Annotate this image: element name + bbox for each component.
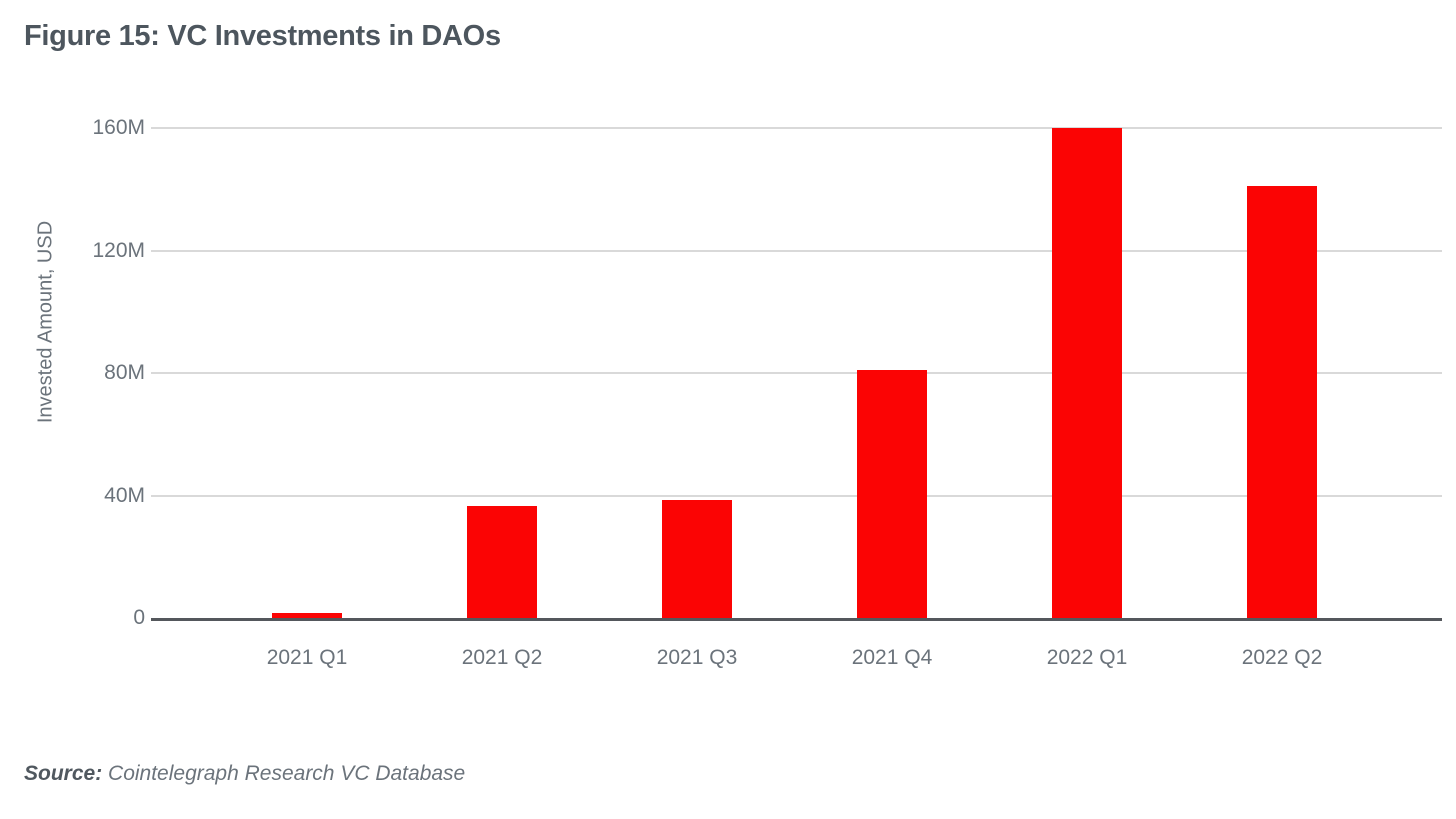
figure-title: Figure 15: VC Investments in DAOs: [24, 20, 501, 52]
bar-2022-q2: [1247, 186, 1317, 618]
bar-2022-q1: [1052, 128, 1122, 618]
source-text: Cointelegraph Research VC Database: [102, 762, 466, 785]
y-tick-label-80m: 80M: [104, 361, 145, 384]
gridline-40m: [151, 494, 1442, 497]
y-tick-label-160m: 160M: [92, 116, 145, 139]
bar-2021-q3: [662, 500, 732, 618]
y-axis-label: Invested Amount, USD: [34, 220, 57, 424]
x-tick-label-2021-q3: 2021 Q3: [656, 646, 738, 669]
source-note: Source: Cointelegraph Research VC Databa…: [24, 762, 465, 786]
x-tick-label-2021-q1: 2021 Q1: [266, 646, 348, 669]
bar-2021-q1: [272, 613, 342, 618]
x-tick-label-2021-q4: 2021 Q4: [851, 646, 933, 669]
y-tick-label-120m: 120M: [92, 238, 145, 262]
x-axis-line: [151, 618, 1442, 621]
gridline-160m: [151, 127, 1442, 129]
x-tick-label-2021-q2: 2021 Q2: [461, 646, 543, 669]
x-tick-label-2022-q2: 2022 Q2: [1241, 646, 1323, 669]
source-label: Source:: [24, 762, 103, 785]
bar-2021-q4: [857, 370, 927, 618]
gridline-120m: [151, 249, 1442, 252]
bar-2021-q2: [467, 506, 537, 618]
x-tick-label-2022-q1: 2022 Q1: [1046, 646, 1128, 669]
y-tick-label-40m: 40M: [104, 483, 145, 507]
y-tick-label-0: 0: [133, 606, 145, 629]
gridline-80m: [151, 372, 1442, 374]
